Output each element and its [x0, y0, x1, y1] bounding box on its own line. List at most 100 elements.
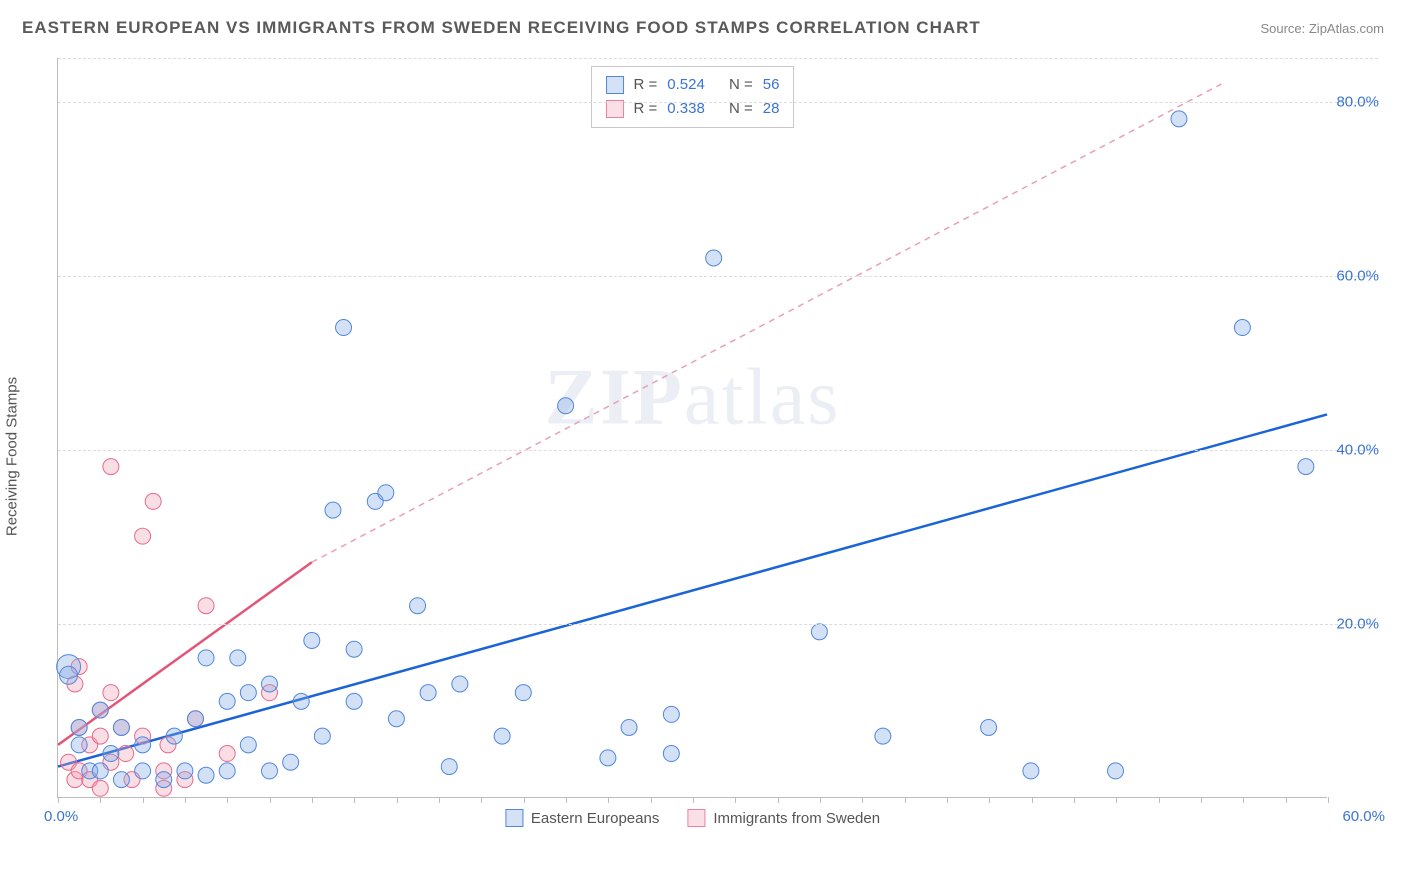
- data-point: [441, 759, 457, 775]
- data-point: [145, 493, 161, 509]
- x-tick: [227, 797, 228, 803]
- data-point: [177, 763, 193, 779]
- data-point: [336, 320, 352, 336]
- data-point: [156, 772, 172, 788]
- data-point: [92, 728, 108, 744]
- data-point: [875, 728, 891, 744]
- data-point: [325, 502, 341, 518]
- data-point: [135, 763, 151, 779]
- data-point: [283, 754, 299, 770]
- legend-label: Immigrants from Sweden: [713, 810, 880, 827]
- data-point: [663, 746, 679, 762]
- data-point: [219, 763, 235, 779]
- x-tick: [1243, 797, 1244, 803]
- x-tick: [143, 797, 144, 803]
- x-min-label: 0.0%: [44, 808, 78, 825]
- data-point: [558, 398, 574, 414]
- data-point: [621, 719, 637, 735]
- data-point: [452, 676, 468, 692]
- x-tick: [100, 797, 101, 803]
- x-tick: [58, 797, 59, 803]
- data-point: [113, 719, 129, 735]
- data-point: [103, 459, 119, 475]
- data-point: [166, 728, 182, 744]
- y-tick-label: 40.0%: [1336, 441, 1379, 458]
- x-tick: [820, 797, 821, 803]
- stats-box: R = 0.524 N = 56 R = 0.338 N = 28: [591, 66, 795, 128]
- data-point: [135, 528, 151, 544]
- data-point: [118, 746, 134, 762]
- x-tick: [1201, 797, 1202, 803]
- gridline: [58, 276, 1378, 277]
- x-tick: [185, 797, 186, 803]
- x-tick: [608, 797, 609, 803]
- gridline: [58, 450, 1378, 451]
- data-point: [219, 693, 235, 709]
- stats-row-1: R = 0.524 N = 56: [606, 73, 780, 97]
- x-tick: [481, 797, 482, 803]
- x-tick: [1159, 797, 1160, 803]
- y-axis-label: Receiving Food Stamps: [4, 377, 21, 536]
- trend-line: [58, 414, 1327, 766]
- data-point: [378, 485, 394, 501]
- x-tick: [354, 797, 355, 803]
- chart-header: EASTERN EUROPEAN VS IMMIGRANTS FROM SWED…: [0, 0, 1406, 38]
- x-tick: [1328, 797, 1329, 803]
- chart-container: Receiving Food Stamps ZIPatlas R = 0.524…: [22, 48, 1382, 848]
- gridline: [58, 58, 1378, 59]
- x-tick: [693, 797, 694, 803]
- data-point: [262, 676, 278, 692]
- x-tick: [566, 797, 567, 803]
- data-point: [1234, 320, 1250, 336]
- x-tick: [1032, 797, 1033, 803]
- data-point: [135, 737, 151, 753]
- data-point: [198, 650, 214, 666]
- x-tick: [947, 797, 948, 803]
- r-label: R =: [634, 73, 658, 97]
- x-tick: [397, 797, 398, 803]
- data-point: [1298, 459, 1314, 475]
- x-tick: [778, 797, 779, 803]
- data-point: [187, 711, 203, 727]
- legend-label: Eastern Europeans: [531, 810, 659, 827]
- swatch-pink-icon: [687, 809, 705, 827]
- x-tick: [651, 797, 652, 803]
- x-tick: [989, 797, 990, 803]
- data-point: [71, 719, 87, 735]
- x-tick: [439, 797, 440, 803]
- gridline: [58, 624, 1378, 625]
- swatch-blue-icon: [606, 76, 624, 94]
- data-point: [240, 737, 256, 753]
- chart-source: Source: ZipAtlas.com: [1260, 21, 1384, 36]
- n-value: 56: [763, 73, 780, 97]
- trend-line: [58, 562, 312, 745]
- n-label: N =: [729, 73, 753, 97]
- data-point: [420, 685, 436, 701]
- data-point: [103, 685, 119, 701]
- legend-item-1: Eastern Europeans: [505, 809, 659, 827]
- data-point: [293, 693, 309, 709]
- data-point: [198, 598, 214, 614]
- x-tick: [862, 797, 863, 803]
- plot-svg: [58, 58, 1327, 797]
- trend-line: [312, 84, 1221, 562]
- data-point: [92, 702, 108, 718]
- data-point: [515, 685, 531, 701]
- legend-item-2: Immigrants from Sweden: [687, 809, 880, 827]
- data-point: [663, 706, 679, 722]
- data-point: [230, 650, 246, 666]
- data-point: [346, 693, 362, 709]
- data-point: [346, 641, 362, 657]
- y-tick-label: 80.0%: [1336, 93, 1379, 110]
- data-point: [410, 598, 426, 614]
- x-tick: [312, 797, 313, 803]
- x-tick: [735, 797, 736, 803]
- data-point: [103, 746, 119, 762]
- data-point: [198, 767, 214, 783]
- data-point: [494, 728, 510, 744]
- data-point: [811, 624, 827, 640]
- swatch-blue-icon: [505, 809, 523, 827]
- legend: Eastern Europeans Immigrants from Sweden: [505, 809, 880, 827]
- data-point: [388, 711, 404, 727]
- data-point: [92, 763, 108, 779]
